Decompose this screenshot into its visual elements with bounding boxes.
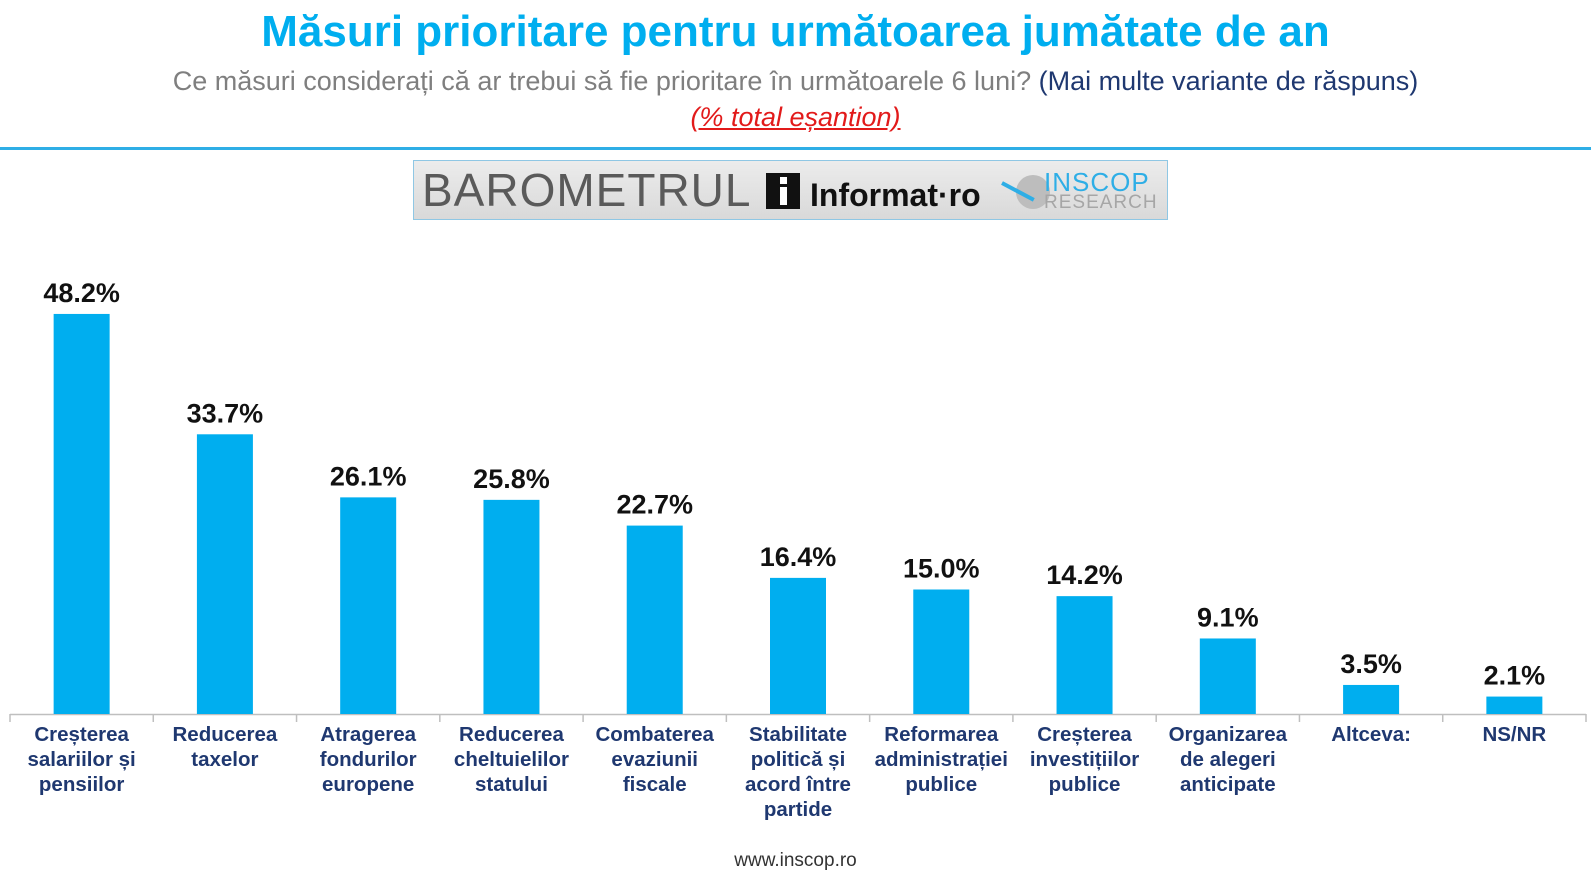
- data-label: 3.5%: [1340, 649, 1402, 679]
- footer-url: www.inscop.ro: [734, 850, 857, 871]
- data-label: 48.2%: [43, 278, 120, 308]
- subtitle-question: Ce măsuri considerați că ar trebui să fi…: [172, 66, 1032, 96]
- bar: [53, 313, 110, 714]
- bar: [1056, 596, 1113, 714]
- informat-i-icon: [766, 173, 800, 209]
- x-tick-label: Reducerea cheltuielilor statului: [454, 723, 569, 796]
- x-tick-label: Creșterea salariilor și pensiilor: [28, 723, 136, 796]
- subtitle-hint: (Mai multe variante de răspuns): [1038, 66, 1419, 96]
- data-label: 16.4%: [760, 542, 837, 572]
- sponsor-logo-banner: BAROMETRUL Informat·ro INSCOP RESEARCH: [413, 160, 1168, 220]
- data-label: 15.0%: [903, 554, 980, 584]
- inscop-logo: INSCOP RESEARCH: [1001, 165, 1162, 217]
- x-tick-label: Combaterea evaziunii fiscale: [595, 723, 714, 796]
- data-label: 9.1%: [1197, 602, 1259, 632]
- data-label: 33.7%: [187, 398, 264, 428]
- x-tick-label: Creșterea investițiilor publice: [1030, 723, 1139, 796]
- bar: [770, 577, 826, 714]
- bar: [1486, 696, 1543, 714]
- x-tick-label: Stabilitate politică și acord între partide: [745, 723, 851, 821]
- bar: [913, 589, 970, 714]
- x-tick-label: NS/NR: [1482, 723, 1546, 746]
- data-label: 22.7%: [616, 490, 693, 520]
- bar: [340, 497, 397, 714]
- bar: [196, 434, 253, 714]
- x-tick-label: Reformarea administrației publice: [875, 723, 1008, 796]
- inscop-logo-brand: INSCOP: [1044, 167, 1150, 197]
- x-tick-label: Atragerea fondurilor europene: [320, 723, 417, 796]
- chart-subtitle: Ce măsuri considerați că ar trebui să fi…: [0, 64, 1591, 98]
- data-label: 26.1%: [330, 461, 407, 491]
- inscop-logo-sub: RESEARCH: [1044, 192, 1158, 213]
- header-divider: [0, 147, 1591, 150]
- barometrul-logo: BAROMETRUL: [422, 164, 752, 216]
- data-label: 25.8%: [473, 464, 550, 494]
- bar: [483, 499, 540, 714]
- informat-logo-text: Informat·ro: [810, 177, 981, 213]
- data-label: 14.2%: [1046, 560, 1123, 590]
- x-tick-label: Reducerea taxelor: [172, 723, 277, 771]
- bar: [626, 525, 683, 714]
- x-tick-label: Altceva:: [1331, 723, 1411, 746]
- sample-note: (% total eșantion): [690, 102, 901, 132]
- chart-title: Măsuri prioritare pentru următoarea jumă…: [261, 7, 1330, 56]
- bar: [1343, 684, 1400, 714]
- bar: [1199, 638, 1256, 714]
- data-label: 2.1%: [1484, 661, 1546, 691]
- x-tick-label: Organizarea de alegeri anticipate: [1169, 723, 1288, 796]
